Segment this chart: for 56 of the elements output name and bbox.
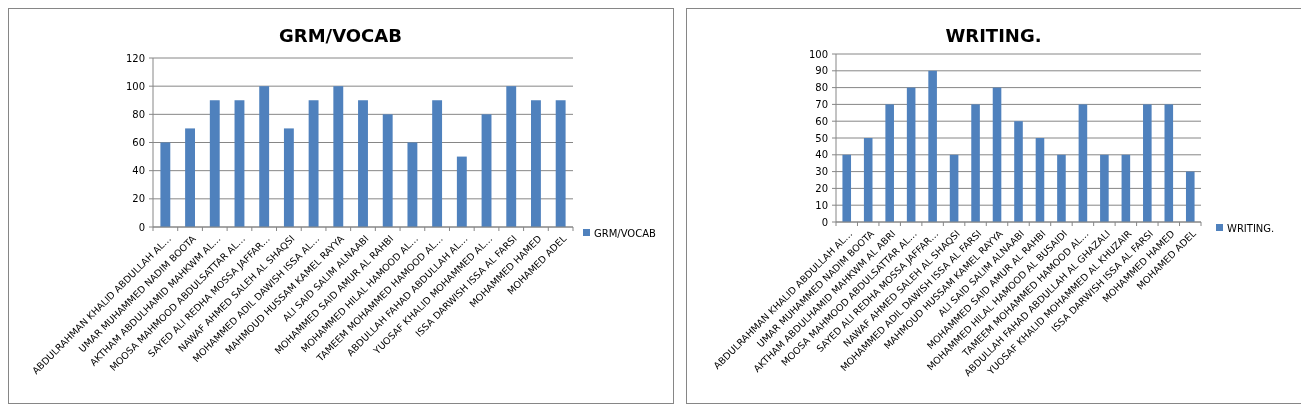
chart-title: GRM/VOCAB	[279, 25, 402, 46]
bar	[1014, 121, 1023, 222]
bar	[407, 142, 418, 227]
bar	[1100, 154, 1109, 222]
bar	[506, 86, 517, 227]
bar	[234, 100, 245, 227]
bar	[1143, 104, 1152, 222]
y-tick-label: 90	[815, 65, 828, 77]
y-tick-label: 20	[815, 182, 828, 194]
bar	[928, 70, 937, 222]
y-tick-label: 70	[815, 98, 828, 110]
y-tick-label: 0	[821, 216, 828, 228]
y-tick-label: 80	[132, 108, 145, 120]
bar	[1121, 154, 1131, 222]
bar	[333, 86, 344, 227]
y-tick-label: 40	[132, 165, 145, 177]
legend-label: WRITING.	[1227, 222, 1275, 234]
bar	[992, 87, 1002, 222]
y-tick-label: 80	[815, 82, 828, 94]
bar	[456, 156, 467, 227]
bar	[185, 128, 195, 227]
bar	[1035, 138, 1045, 222]
bar	[308, 100, 319, 227]
bar	[432, 100, 443, 227]
bar	[358, 100, 368, 227]
bar	[259, 86, 270, 227]
bar	[842, 154, 852, 222]
chart-title: WRITING.	[945, 25, 1042, 46]
y-tick-label: 40	[815, 149, 828, 161]
bar	[949, 154, 959, 222]
y-tick-label: 20	[132, 193, 145, 205]
bar	[531, 100, 541, 227]
bar	[863, 138, 873, 222]
bar	[1185, 171, 1195, 222]
bar	[382, 114, 393, 227]
y-tick-label: 60	[815, 115, 828, 127]
bar	[160, 142, 171, 227]
bar	[209, 100, 220, 227]
bar	[283, 128, 294, 227]
bar	[1057, 154, 1066, 222]
bar	[481, 114, 492, 227]
y-tick-label: 30	[815, 166, 828, 178]
bar	[885, 104, 894, 222]
y-tick-label: 10	[815, 199, 828, 211]
legend-label: GRM/VOCAB	[594, 227, 657, 239]
y-tick-label: 120	[125, 52, 145, 64]
bar	[1078, 104, 1088, 222]
bar	[906, 87, 916, 222]
y-tick-label: 100	[125, 80, 145, 92]
bar	[1164, 104, 1174, 222]
bar	[971, 104, 980, 222]
bar	[555, 100, 566, 227]
y-tick-label: 50	[815, 132, 828, 144]
y-tick-label: 100	[808, 48, 828, 60]
y-tick-label: 0	[138, 221, 145, 233]
y-tick-label: 60	[132, 137, 145, 148]
